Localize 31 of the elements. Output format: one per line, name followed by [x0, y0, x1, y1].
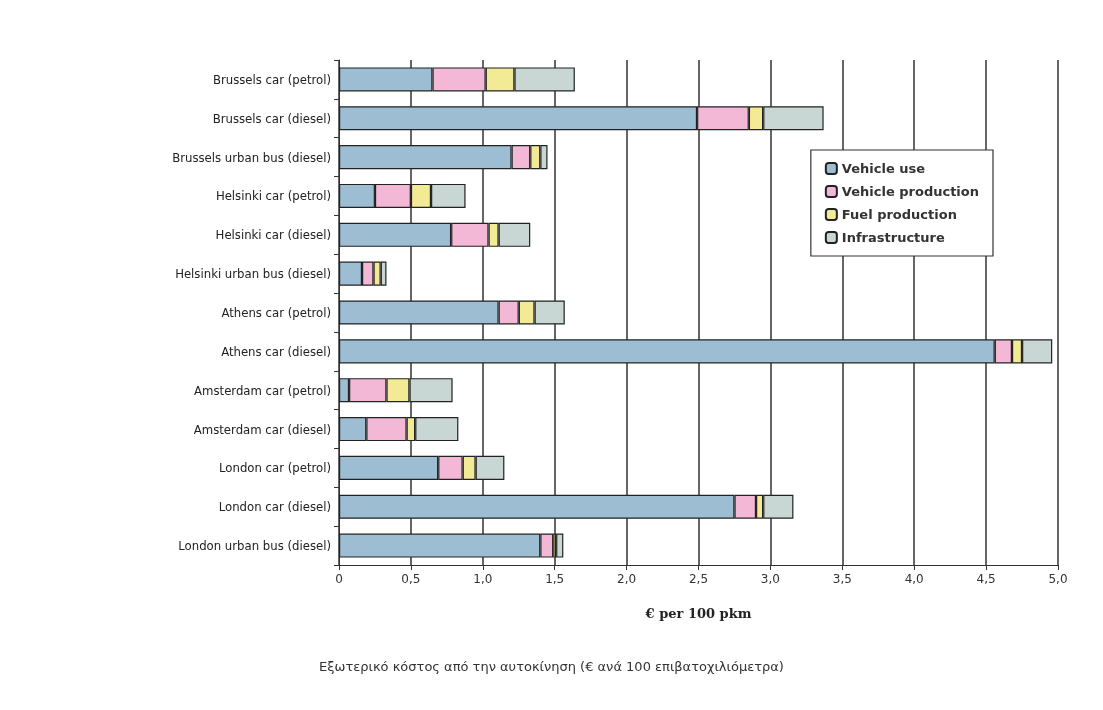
y-tick-label: London car (diesel)	[218, 499, 331, 515]
bar	[556, 533, 564, 558]
legend-label: Vehicle use	[841, 161, 926, 176]
x-tick-label: 2,5	[688, 572, 709, 586]
y-tick-label: Athens car (petrol)	[221, 305, 331, 320]
text: Εξωτερικό κόστος από την αυτοκίνηση (€ ανά 100 επιβατοχιλιόμετρα)	[319, 659, 784, 674]
x-tick-label: 3,0	[760, 572, 780, 586]
y-tick-label: Helsinki car (petrol)	[215, 188, 331, 204]
y-tick-label: Brussels car (petrol)	[212, 71, 331, 87]
y-tick-label: Athens car (diesel)	[221, 343, 331, 359]
x-tick-label: 4,5	[976, 572, 996, 586]
x-axis-title: € per 100 pkm	[644, 606, 752, 621]
y-tick-label: Amsterdam car (diesel)	[193, 421, 331, 437]
y-tick-label: Helsinki urban bus (diesel)	[175, 266, 331, 282]
x-tick-label: 2,0	[617, 572, 637, 586]
y-tick-label: Brussels car (diesel)	[212, 110, 331, 126]
legend-label: Infrastructure	[841, 230, 945, 245]
y-tick-label: Helsinki car (diesel)	[215, 227, 331, 243]
x-tick-label: 5,0	[1048, 572, 1068, 586]
y-tick-label: Brussels urban bus (diesel)	[172, 149, 331, 165]
legend-label: Vehicle production	[841, 184, 979, 199]
y-tick-label: London car (petrol)	[219, 460, 331, 476]
x-tick-label: 0	[335, 572, 343, 586]
x-tick-label: 1,0	[473, 572, 493, 586]
x-tick-label: 4,0	[904, 572, 924, 586]
y-tick-label: London urban bus (diesel)	[178, 538, 331, 554]
y-tick-label: Amsterdam car (petrol)	[194, 382, 331, 398]
x-tick-label: 3,5	[832, 572, 852, 586]
legend-label: Fuel production	[841, 207, 957, 222]
x-tick-label: 0,5	[401, 572, 421, 586]
x-tick-label: 1,5	[545, 572, 565, 586]
